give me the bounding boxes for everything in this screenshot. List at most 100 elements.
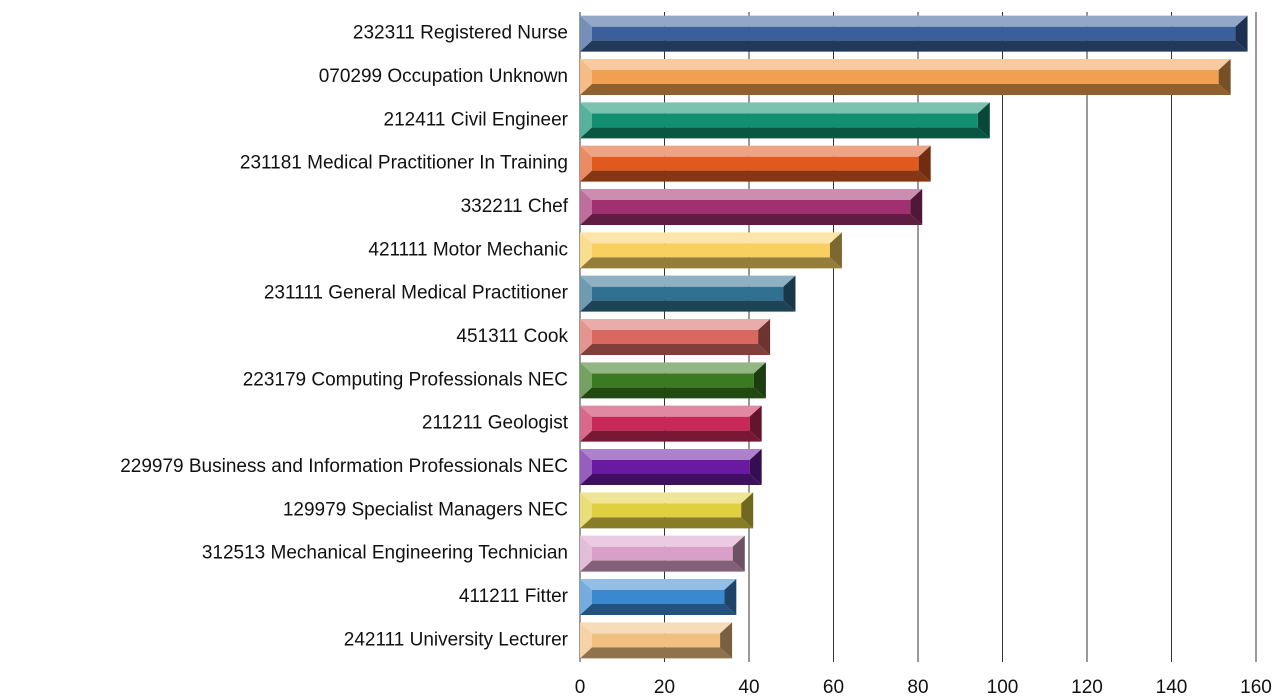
bar-bevel-top xyxy=(580,232,842,244)
bar-face xyxy=(592,633,721,648)
bar xyxy=(580,449,762,485)
bar-bevel-bottom xyxy=(580,647,733,659)
bar xyxy=(580,319,771,355)
x-tick-label: 40 xyxy=(738,677,759,697)
bar-bevel-right xyxy=(749,449,762,485)
bar-bevel-right xyxy=(758,319,771,355)
bar-bevel-right xyxy=(1235,15,1248,52)
y-tick-label: 421111 Motor Mechanic xyxy=(368,239,568,260)
bar-bevel-top xyxy=(580,15,1248,27)
y-tick-label: 232311 Registered Nurse xyxy=(353,23,568,44)
bar-bevel-left xyxy=(580,319,592,355)
bar-face xyxy=(592,113,978,128)
y-tick-label: 211211 Geologist xyxy=(422,413,569,434)
bar-face xyxy=(592,546,733,561)
bar-bevel-top xyxy=(580,449,762,460)
bar xyxy=(580,232,842,269)
bar-bevel-bottom xyxy=(580,84,1231,95)
y-tick-label: 411211 Fitter xyxy=(459,586,569,607)
bar-bevel-bottom xyxy=(580,300,796,312)
bar-bevel-right xyxy=(741,492,754,529)
bar-bevel-left xyxy=(580,15,592,52)
bar-face xyxy=(592,243,830,258)
x-tick-label: 80 xyxy=(907,677,928,697)
bar-face xyxy=(592,503,742,518)
y-tick-label: 223179 Computing Professionals NEC xyxy=(243,369,568,390)
y-tick-label: 451311 Cook xyxy=(456,326,568,347)
bar-face xyxy=(592,26,1236,41)
bar-bevel-bottom xyxy=(580,170,931,182)
x-tick-label: 160 xyxy=(1240,677,1272,697)
bar-bevel-top xyxy=(580,102,990,114)
bar-bevel-left xyxy=(580,59,592,95)
bar-bevel-top xyxy=(580,145,931,157)
bar-bevel-top xyxy=(580,622,733,634)
x-tick-label: 120 xyxy=(1071,677,1103,697)
bar-bevel-right xyxy=(977,102,990,139)
bar-bevel-top xyxy=(580,579,737,590)
y-tick-label: 332211 Chef xyxy=(461,196,569,217)
bar-bevel-left xyxy=(580,362,592,399)
bar-bevel-left xyxy=(580,102,592,139)
y-tick-label: 212411 Civil Engineer xyxy=(384,109,569,130)
bar xyxy=(580,362,766,399)
bar xyxy=(580,492,754,529)
y-tick-label: 229979 Business and Information Professi… xyxy=(120,456,568,477)
bar-bevel-top xyxy=(580,492,754,504)
bar-bevel-right xyxy=(720,622,733,659)
bar-face xyxy=(592,416,750,431)
bar-bevel-bottom xyxy=(580,127,990,139)
bar-bevel-right xyxy=(918,145,931,182)
bar-face xyxy=(592,460,750,474)
bar-bevel-left xyxy=(580,145,592,182)
bar xyxy=(580,579,737,615)
bar-bevel-top xyxy=(580,59,1231,70)
y-tick-label: 231111 General Medical Practitioner xyxy=(264,283,569,304)
bar-bevel-bottom xyxy=(580,474,762,485)
bar-bevel-right xyxy=(783,275,796,312)
bar-face xyxy=(592,156,919,171)
bar-bevel-left xyxy=(580,405,592,442)
bar-bevel-right xyxy=(732,535,745,572)
bar-face xyxy=(592,373,754,388)
bar-bevel-top xyxy=(580,405,762,417)
bar-bevel-bottom xyxy=(580,40,1248,52)
bar-bevel-left xyxy=(580,449,592,485)
bar xyxy=(580,145,931,182)
bar-bevel-top xyxy=(580,319,771,330)
bar-bevel-left xyxy=(580,232,592,269)
bar-face xyxy=(592,70,1219,84)
bar-bevel-bottom xyxy=(580,430,762,442)
x-tick-label: 60 xyxy=(823,677,844,697)
bar-bevel-right xyxy=(753,362,766,399)
x-tick-label: 0 xyxy=(575,677,586,697)
bar-bevel-bottom xyxy=(580,517,754,529)
y-tick-label: 129979 Specialist Managers NEC xyxy=(283,499,568,520)
bar-bevel-left xyxy=(580,535,592,572)
bar-bevel-right xyxy=(749,405,762,442)
bar xyxy=(580,275,796,312)
x-tick-label: 20 xyxy=(654,677,675,697)
bar xyxy=(580,535,745,572)
bar-bevel-left xyxy=(580,189,592,225)
bar-face xyxy=(592,286,784,301)
bar-bevel-right xyxy=(829,232,842,269)
bar-bevel-left xyxy=(580,492,592,529)
bar-bevel-bottom xyxy=(580,560,745,572)
bar xyxy=(580,59,1231,95)
bar xyxy=(580,189,923,225)
y-tick-label: 231181 Medical Practitioner In Training xyxy=(240,153,568,174)
bar-bevel-left xyxy=(580,579,592,615)
bar xyxy=(580,15,1248,52)
bar-bevel-right xyxy=(910,189,923,225)
bar-bevel-bottom xyxy=(580,257,842,269)
y-tick-label: 242111 University Lecturer xyxy=(344,629,569,650)
bar-bevel-top xyxy=(580,535,745,547)
bar xyxy=(580,622,733,659)
bar-bevel-right xyxy=(724,579,737,615)
bar-bevel-top xyxy=(580,275,796,287)
x-tick-label: 140 xyxy=(1156,677,1188,697)
bar-face xyxy=(592,200,911,214)
bar-face xyxy=(592,590,725,604)
